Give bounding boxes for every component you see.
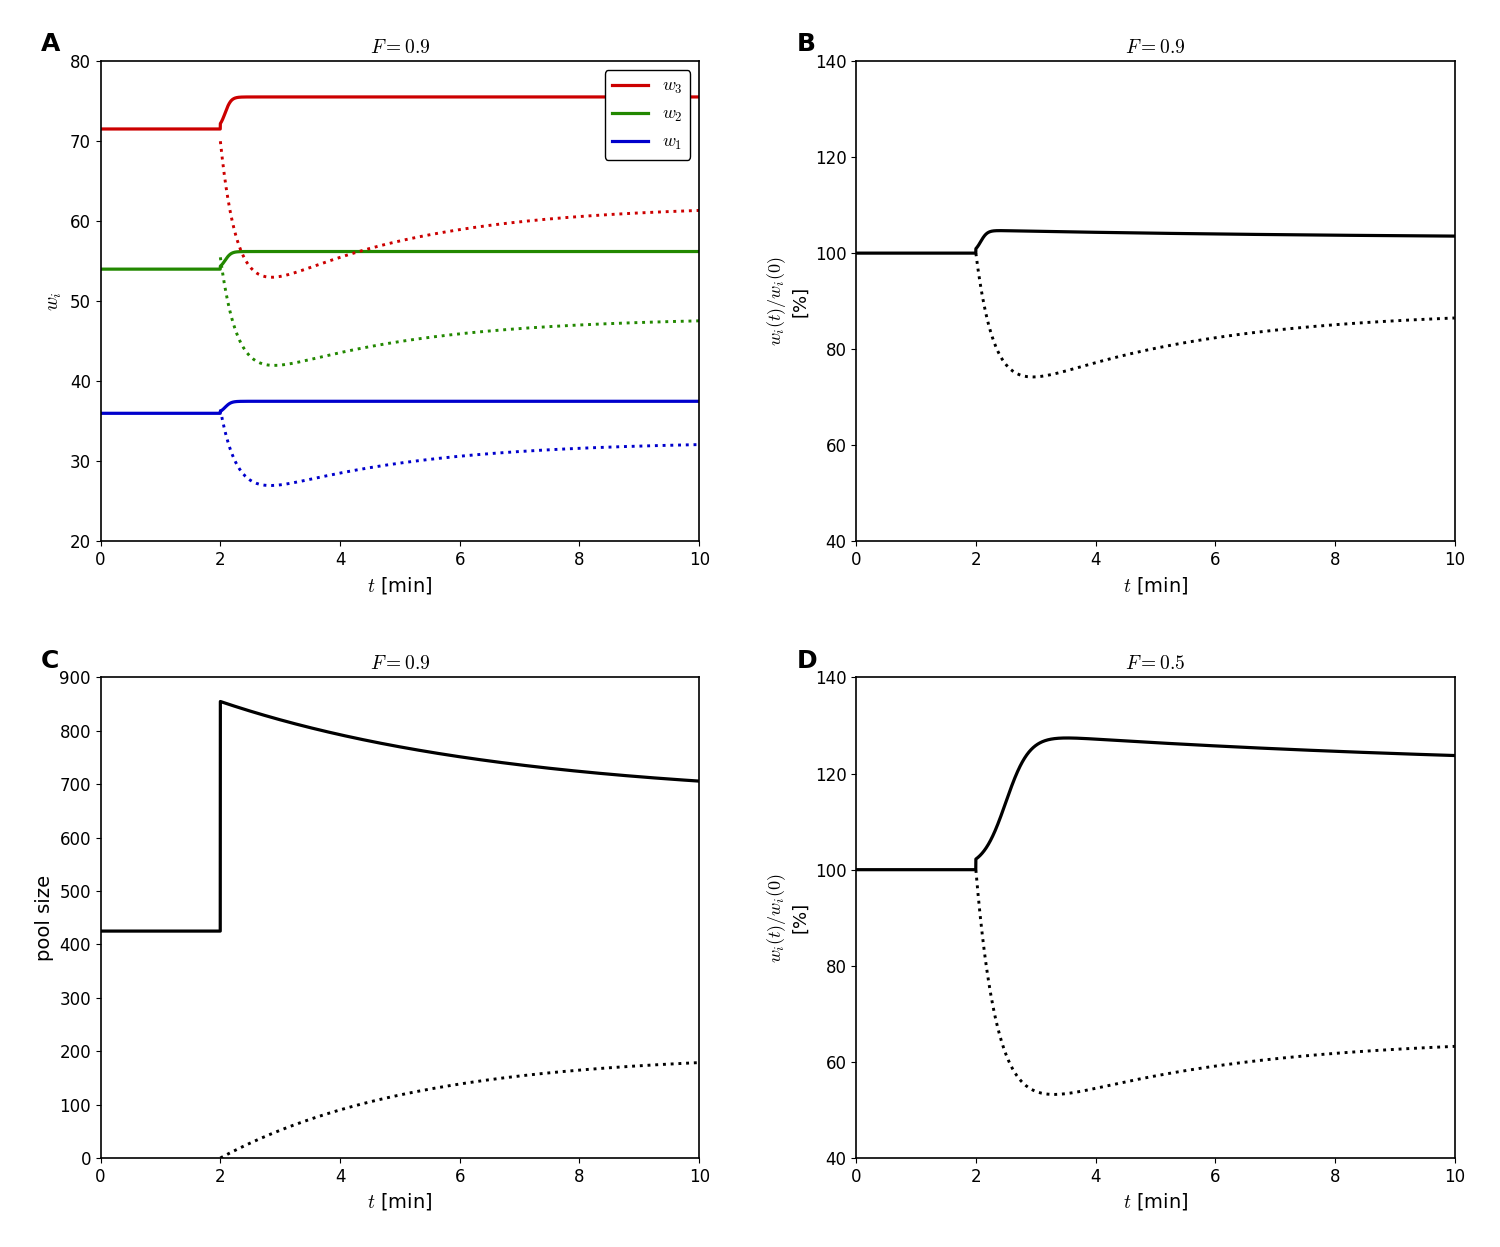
X-axis label: $t$ [min]: $t$ [min] (368, 575, 432, 596)
Y-axis label: pool size: pool size (34, 874, 54, 960)
Y-axis label: $w_i$: $w_i$ (45, 292, 64, 311)
Text: C: C (40, 648, 58, 672)
Legend: $w_3$, $w_2$, $w_1$: $w_3$, $w_2$, $w_1$ (604, 70, 690, 160)
Title: $F = 0.9$: $F = 0.9$ (1125, 37, 1185, 56)
Y-axis label: $w_i(t)/w_i(0)$
[%]: $w_i(t)/w_i(0)$ [%] (765, 257, 808, 345)
X-axis label: $t$ [min]: $t$ [min] (1122, 1191, 1188, 1212)
Title: $F = 0.5$: $F = 0.5$ (1125, 655, 1185, 673)
Title: $F = 0.9$: $F = 0.9$ (369, 37, 430, 56)
Y-axis label: $w_i(t)/w_i(0)$
[%]: $w_i(t)/w_i(0)$ [%] (765, 873, 808, 963)
Text: B: B (796, 32, 816, 56)
Title: $F = 0.9$: $F = 0.9$ (369, 655, 430, 673)
Text: D: D (796, 648, 818, 672)
Text: A: A (40, 32, 60, 56)
X-axis label: $t$ [min]: $t$ [min] (1122, 575, 1188, 596)
X-axis label: $t$ [min]: $t$ [min] (368, 1191, 432, 1212)
